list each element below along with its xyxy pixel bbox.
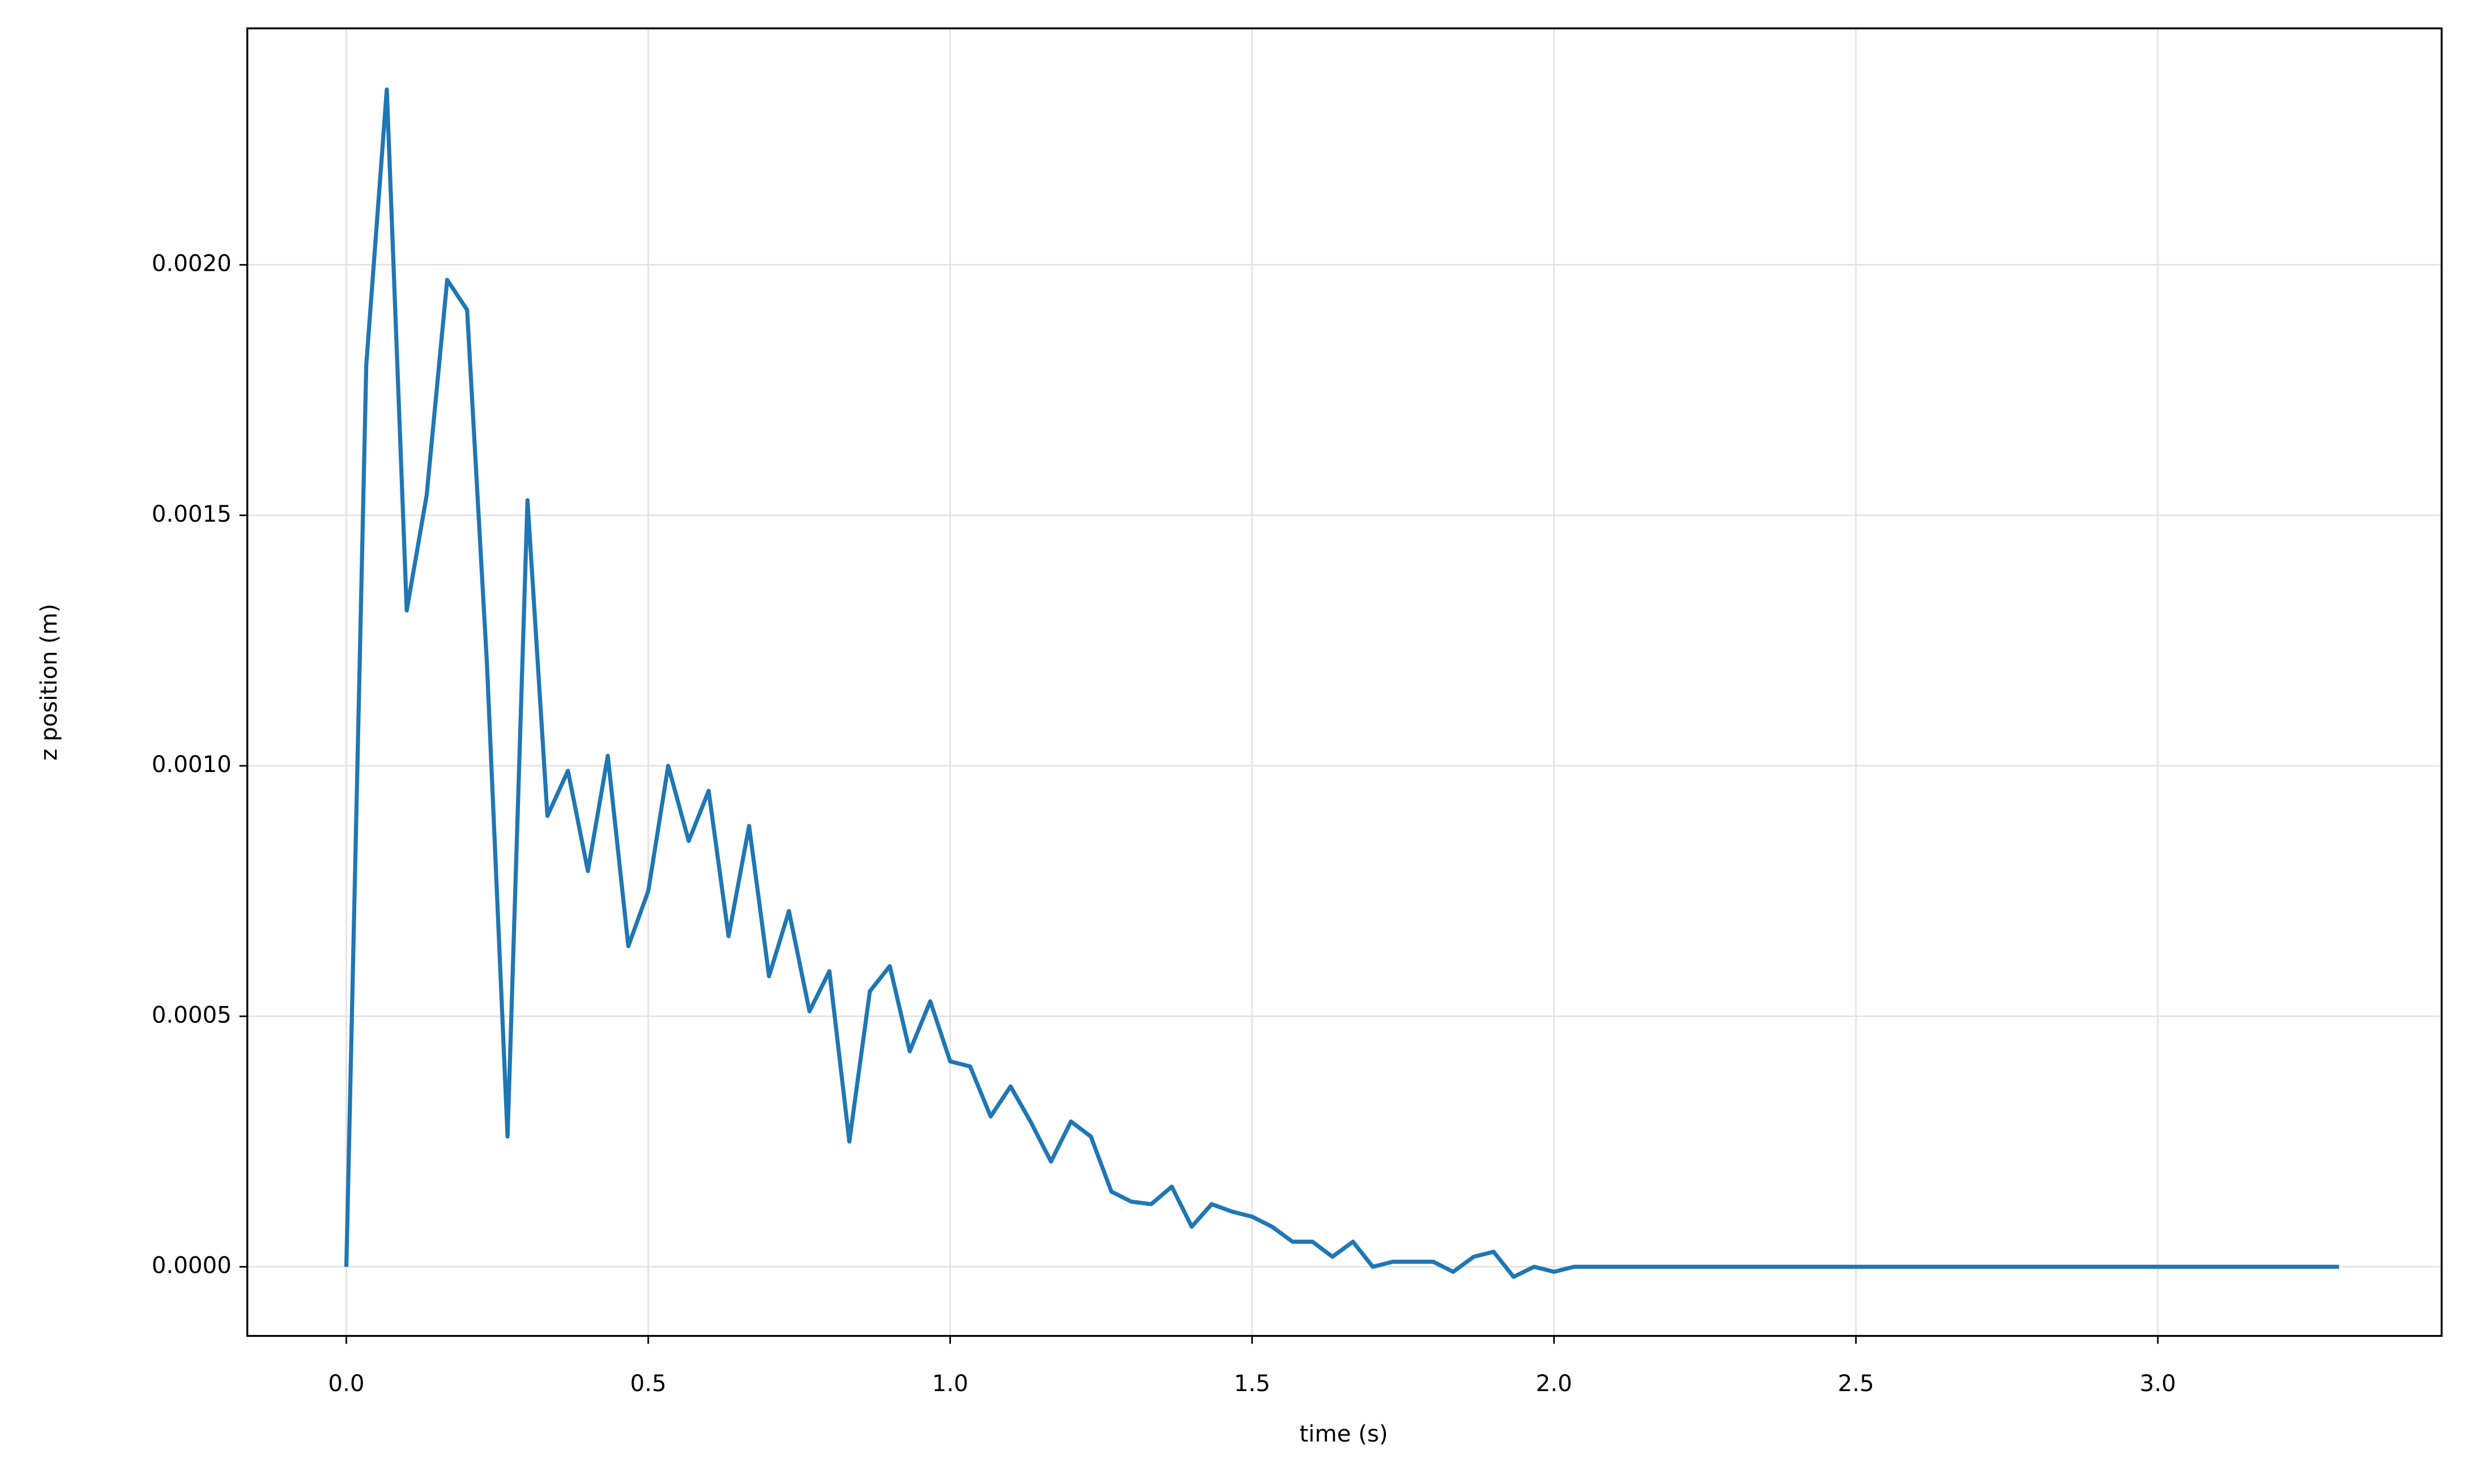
x-tick-label: 2.5 [1838,1370,1874,1397]
x-tick-label: 2.0 [1536,1370,1572,1397]
x-tick-label: 1.5 [1234,1370,1270,1397]
y-tick-label: 0.0010 [152,751,232,778]
y-tick-label: 0.0000 [152,1252,232,1278]
y-tick-label: 0.0015 [152,501,232,527]
y-tick-label: 0.0020 [152,250,232,277]
x-tick-label: 1.0 [932,1370,969,1397]
x-tick-label: 0.0 [328,1370,364,1397]
data-line [344,87,2339,1279]
x-tick-label: 0.5 [630,1370,666,1397]
y-tick-label: 0.0005 [152,1001,232,1028]
y-axis-label: z position (m) [36,604,62,761]
plot-frame [246,27,2443,1337]
x-tick-label: 3.0 [2140,1370,2176,1397]
x-axis-label: time (s) [1299,1421,1388,1447]
